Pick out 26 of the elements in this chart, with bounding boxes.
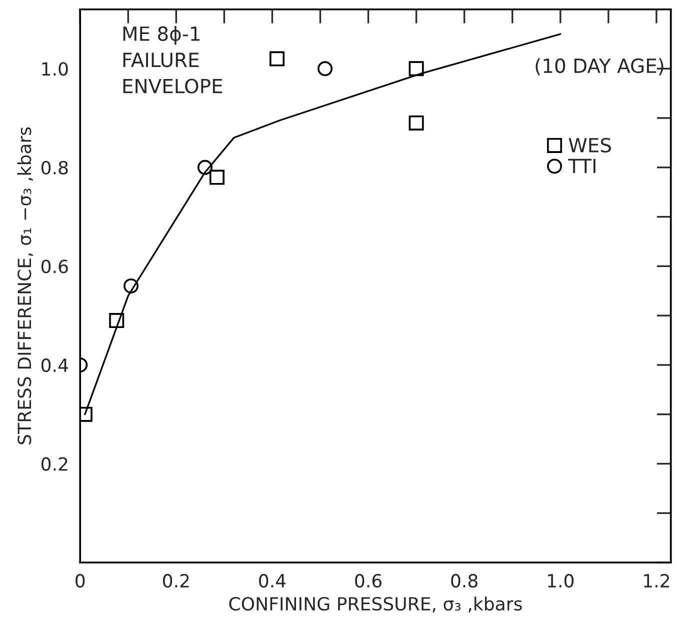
point	[109, 313, 124, 328]
legend-label: WES	[568, 138, 611, 153]
point	[197, 160, 212, 175]
y-tick-label: 1.0	[42, 62, 68, 76]
annotation: (10 DAY AGE)	[536, 58, 664, 76]
x-tick-label: 0.2	[163, 574, 189, 588]
y-axis-title: STRESS DIFFERENCE, σ₁ −σ₃ ,kbars	[17, 127, 34, 444]
point	[209, 170, 224, 185]
y-tick-label: 0.4	[41, 358, 68, 372]
point	[124, 278, 139, 294]
legend-label: TTI	[568, 158, 596, 174]
y-tick-label: 0.2	[41, 457, 68, 471]
point	[270, 51, 285, 66]
annotation: ME 8ϕ-1 FAILURE ENVELOPE	[123, 26, 222, 94]
x-tick-label: 1.2	[644, 574, 669, 588]
x-tick-label: 0	[76, 574, 85, 588]
point	[408, 115, 424, 130]
x-axis-title: CONFINING PRESSURE, σ₃ ,kbars	[229, 596, 522, 612]
point	[318, 61, 333, 76]
x-tick-label: 1.0	[548, 574, 574, 588]
point	[408, 61, 424, 76]
x-tick-label: 0.8	[451, 574, 478, 588]
x-tick-label: 0.4	[259, 574, 286, 588]
y-tick-label: 0.6	[41, 260, 68, 274]
x-tick-label: 0.6	[355, 574, 382, 588]
y-tick-label: 0.8	[41, 160, 68, 175]
